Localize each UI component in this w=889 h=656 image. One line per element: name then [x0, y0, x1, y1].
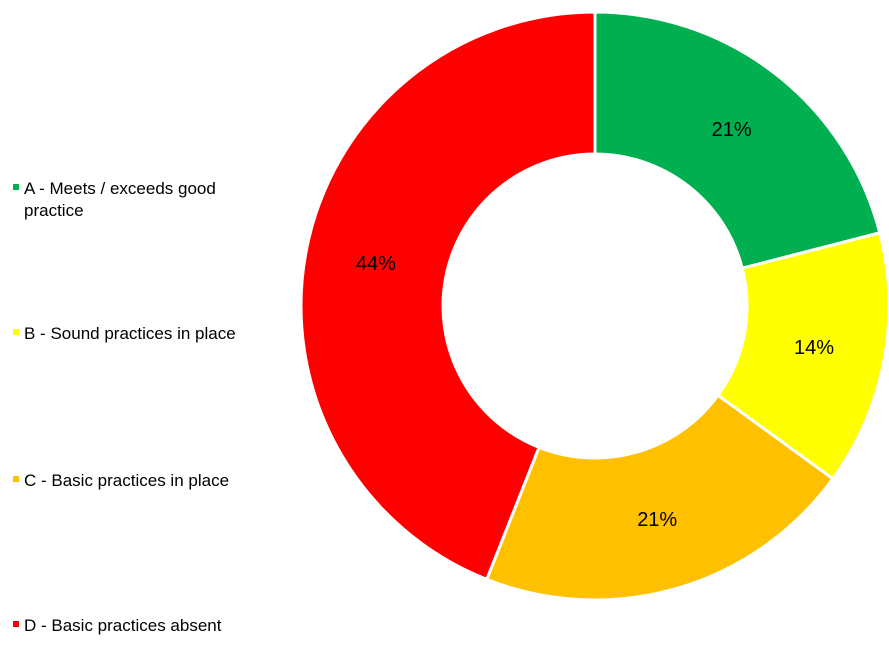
legend-label-a: A - Meets / exceeds good practice: [24, 179, 216, 220]
legend-item-c[interactable]: C - Basic practices in place: [13, 470, 253, 492]
legend-swatch-c: [13, 476, 19, 482]
slice-label-c: 21%: [637, 509, 677, 531]
legend-item-d[interactable]: D - Basic practices absent: [13, 615, 253, 637]
slice-a[interactable]: [593, 10, 882, 271]
legend-label-c: C - Basic practices in place: [24, 471, 230, 490]
slices-group: [299, 10, 889, 602]
legend-label-d: D - Basic practices absent: [24, 616, 222, 635]
slice-d[interactable]: [299, 10, 597, 582]
legend-swatch-b: [13, 329, 19, 335]
legend-swatch-a: [13, 184, 19, 190]
legend-item-a[interactable]: A - Meets / exceeds good practice: [13, 178, 253, 222]
slice-label-d: 44%: [356, 253, 396, 275]
slice-c[interactable]: [484, 393, 835, 602]
slice-labels-group: 21% 14% 21% 44%: [356, 119, 834, 531]
legend-item-b[interactable]: B - Sound practices in place: [13, 323, 253, 345]
slice-label-b: 14%: [794, 337, 834, 359]
legend-label-b: B - Sound practices in place: [24, 324, 236, 343]
legend-swatch-d: [13, 621, 19, 627]
slice-label-a: 21%: [712, 119, 752, 141]
